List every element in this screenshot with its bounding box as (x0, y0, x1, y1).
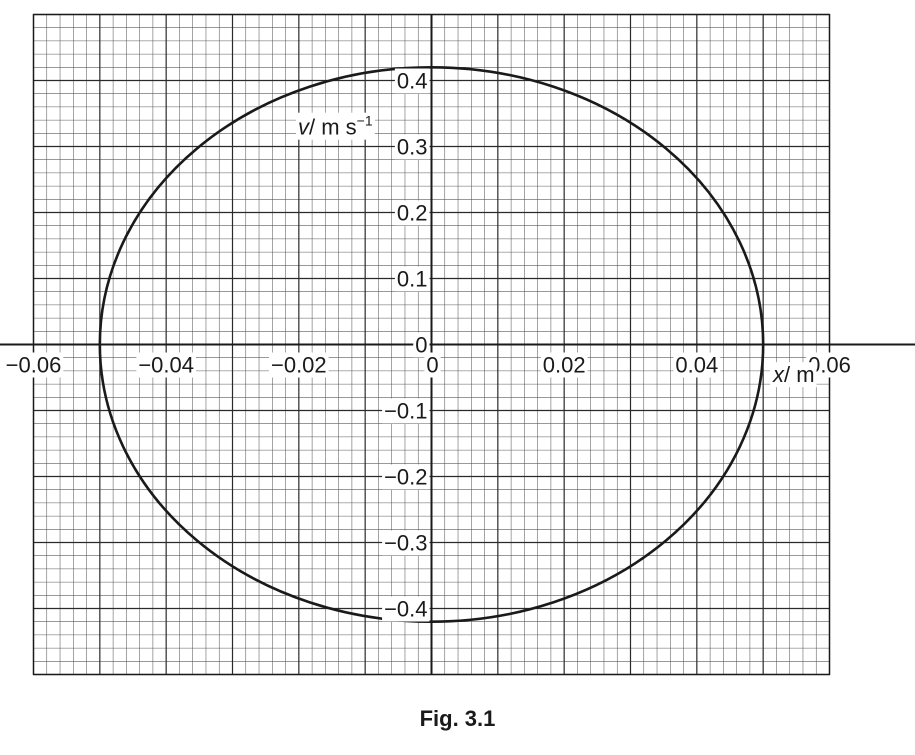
y-tick-label: 0.1 (394, 266, 430, 292)
tick-label-text: −0.06 (6, 353, 62, 378)
x-tick-label: −0.04 (136, 352, 197, 378)
tick-label-text: 0.02 (543, 353, 586, 378)
tick-label-bg (540, 352, 588, 378)
tick-label-bg (382, 530, 430, 556)
y-tick-label: −0.1 (382, 398, 430, 424)
tick-label-bg (136, 352, 197, 378)
tick-label-bg (382, 464, 430, 490)
tick-label-bg (413, 332, 430, 358)
x-tick-label: 0.04 (673, 352, 721, 378)
tick-label-text: −0.04 (138, 353, 194, 378)
tick-label-text: 0.3 (397, 135, 428, 160)
figure-caption: Fig. 3.1 (419, 706, 496, 731)
ellipse-curve (98, 65, 765, 624)
tick-labels: −0.06 −0.04 −0.02 0 0.02 0.04 0.060.40.30.20.1… (3, 68, 853, 622)
x-tick-label: −0.06 (3, 352, 64, 378)
tick-label-bg (394, 134, 430, 160)
y-tick-label: 0 (413, 332, 430, 358)
tick-label-text: 0.04 (675, 353, 718, 378)
y-tick-label: −0.4 (382, 596, 430, 622)
y-tick-label: −0.3 (382, 530, 430, 556)
y-tick-label: 0.3 (394, 134, 430, 160)
tick-label-text: −0.02 (271, 353, 327, 378)
y-tick-label: −0.2 (382, 464, 430, 490)
y-tick-label: 0.2 (394, 200, 430, 226)
tick-label-bg (394, 68, 430, 94)
x-tick-label: 0 (424, 352, 441, 378)
tick-label-text: 0.1 (397, 267, 428, 292)
tick-label-bg (268, 352, 329, 378)
y-tick-label: 0.4 (394, 68, 430, 94)
x-tick-label: 0.02 (540, 352, 588, 378)
x-axis-label: x/ m (772, 362, 815, 387)
tick-label-bg (394, 266, 430, 292)
tick-label-text: 0 (426, 353, 438, 378)
tick-label-bg (3, 352, 64, 378)
axis-label-bg (770, 362, 817, 388)
tick-label-text: −0.3 (384, 531, 427, 556)
tick-label-bg (394, 200, 430, 226)
tick-label-text: 0 (415, 333, 427, 358)
tick-label-text: −0.4 (384, 597, 427, 622)
tick-label-bg (382, 398, 430, 424)
tick-label-text: 0.2 (397, 201, 428, 226)
x-tick-label: −0.02 (268, 352, 329, 378)
tick-label-bg (382, 596, 430, 622)
y-axis-label: v/ m s−1 (298, 113, 373, 140)
tick-label-text: −0.2 (384, 465, 427, 490)
tick-label-text: 0.4 (397, 69, 428, 94)
tick-label-bg (424, 352, 441, 378)
tick-label-bg (673, 352, 721, 378)
tick-label-text: −0.1 (384, 399, 427, 424)
axis-label-bg (296, 112, 375, 140)
